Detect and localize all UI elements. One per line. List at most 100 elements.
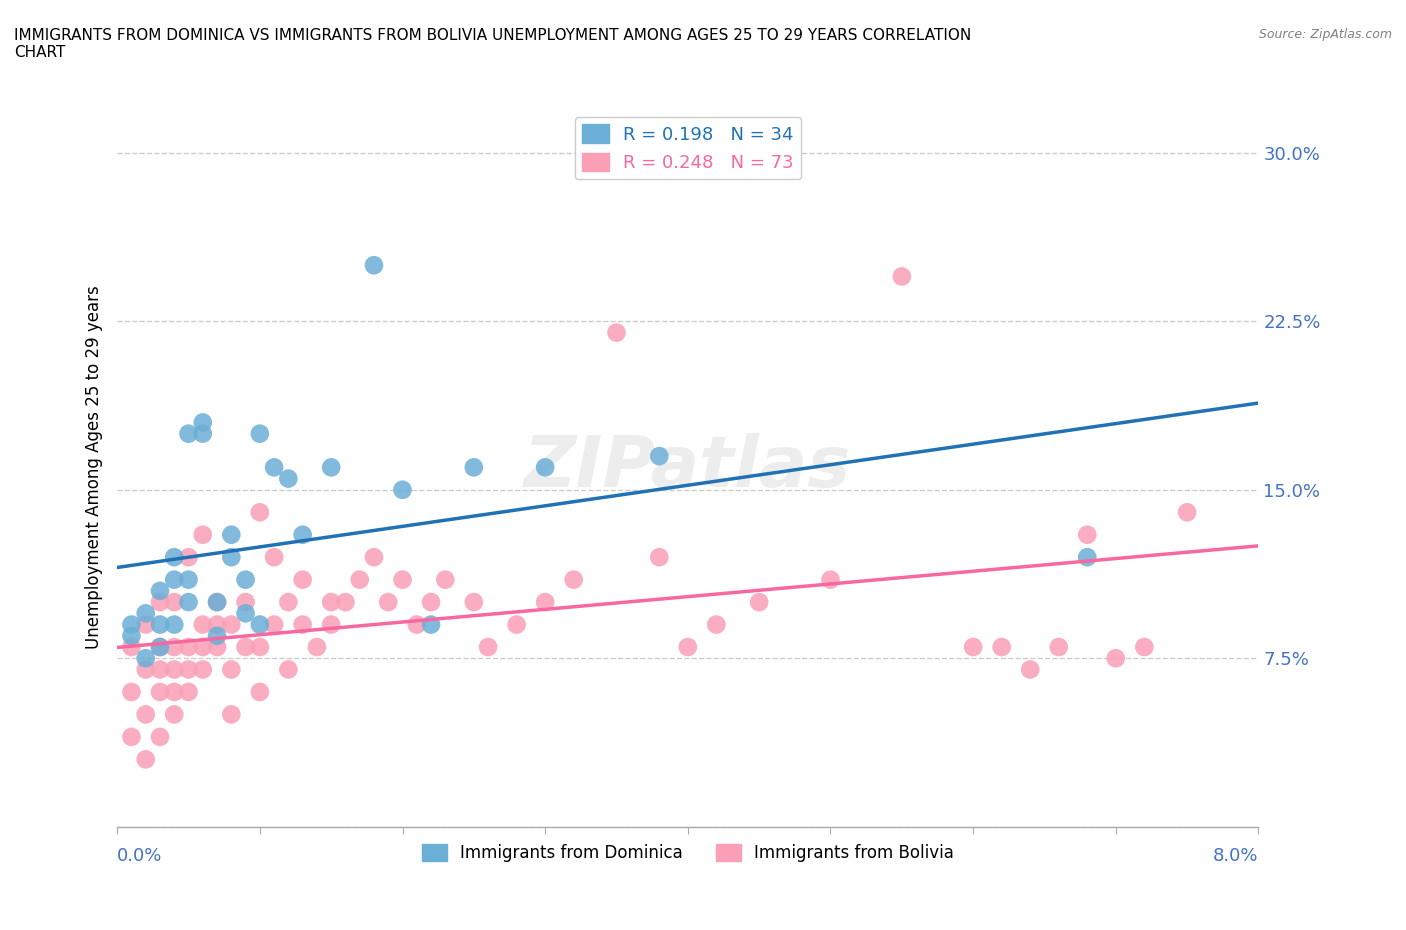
Point	[135, 751, 157, 766]
Point	[349, 572, 371, 587]
Text: Source: ZipAtlas.com: Source: ZipAtlas.com	[1258, 28, 1392, 41]
Point	[249, 684, 271, 699]
Point	[1019, 662, 1042, 677]
Point	[163, 662, 186, 677]
Point	[191, 527, 214, 542]
Point	[163, 640, 186, 655]
Point	[305, 640, 328, 655]
Point	[191, 426, 214, 441]
Point	[291, 618, 314, 632]
Point	[205, 594, 228, 609]
Point	[135, 662, 157, 677]
Point	[177, 662, 200, 677]
Point	[205, 594, 228, 609]
Point	[1105, 651, 1128, 666]
Point	[962, 640, 984, 655]
Point	[163, 594, 186, 609]
Point	[748, 594, 770, 609]
Point	[120, 684, 142, 699]
Point	[321, 618, 343, 632]
Point	[163, 618, 186, 632]
Point	[363, 550, 385, 565]
Point	[249, 426, 271, 441]
Point	[120, 629, 142, 644]
Point	[149, 640, 172, 655]
Point	[434, 572, 457, 587]
Point	[291, 527, 314, 542]
Point	[391, 483, 413, 498]
Point	[135, 618, 157, 632]
Legend: Immigrants from Dominica, Immigrants from Bolivia: Immigrants from Dominica, Immigrants fro…	[415, 837, 960, 869]
Point	[221, 707, 243, 722]
Point	[191, 662, 214, 677]
Point	[377, 594, 399, 609]
Point	[163, 550, 186, 565]
Point	[321, 460, 343, 475]
Point	[177, 684, 200, 699]
Point	[235, 594, 257, 609]
Point	[890, 269, 912, 284]
Point	[263, 460, 285, 475]
Point	[163, 707, 186, 722]
Point	[191, 415, 214, 430]
Point	[149, 583, 172, 598]
Point	[149, 729, 172, 744]
Point	[205, 629, 228, 644]
Point	[205, 618, 228, 632]
Point	[477, 640, 499, 655]
Point	[205, 640, 228, 655]
Point	[135, 606, 157, 621]
Point	[1076, 550, 1098, 565]
Point	[277, 472, 299, 486]
Text: 8.0%: 8.0%	[1213, 847, 1258, 865]
Point	[277, 594, 299, 609]
Text: ZIPatlas: ZIPatlas	[524, 432, 852, 502]
Point	[420, 618, 443, 632]
Y-axis label: Unemployment Among Ages 25 to 29 years: Unemployment Among Ages 25 to 29 years	[86, 286, 103, 649]
Point	[177, 426, 200, 441]
Point	[706, 618, 728, 632]
Point	[263, 618, 285, 632]
Point	[235, 640, 257, 655]
Point	[1076, 527, 1098, 542]
Point	[363, 258, 385, 272]
Point	[820, 572, 842, 587]
Point	[676, 640, 699, 655]
Point	[648, 448, 671, 463]
Text: 0.0%: 0.0%	[117, 847, 163, 865]
Point	[605, 326, 627, 340]
Point	[291, 572, 314, 587]
Point	[263, 550, 285, 565]
Point	[505, 618, 527, 632]
Point	[221, 618, 243, 632]
Point	[191, 640, 214, 655]
Point	[149, 662, 172, 677]
Point	[235, 572, 257, 587]
Point	[420, 594, 443, 609]
Point	[177, 594, 200, 609]
Point	[120, 618, 142, 632]
Point	[405, 618, 427, 632]
Point	[120, 729, 142, 744]
Point	[221, 527, 243, 542]
Point	[562, 572, 585, 587]
Point	[277, 662, 299, 677]
Point	[1047, 640, 1070, 655]
Point	[149, 684, 172, 699]
Text: IMMIGRANTS FROM DOMINICA VS IMMIGRANTS FROM BOLIVIA UNEMPLOYMENT AMONG AGES 25 T: IMMIGRANTS FROM DOMINICA VS IMMIGRANTS F…	[14, 28, 972, 60]
Point	[534, 460, 557, 475]
Point	[534, 594, 557, 609]
Point	[391, 572, 413, 587]
Point	[235, 606, 257, 621]
Point	[149, 594, 172, 609]
Point	[335, 594, 357, 609]
Point	[177, 640, 200, 655]
Point	[191, 618, 214, 632]
Point	[163, 684, 186, 699]
Point	[1175, 505, 1198, 520]
Point	[149, 618, 172, 632]
Point	[149, 640, 172, 655]
Point	[249, 618, 271, 632]
Point	[135, 651, 157, 666]
Point	[1133, 640, 1156, 655]
